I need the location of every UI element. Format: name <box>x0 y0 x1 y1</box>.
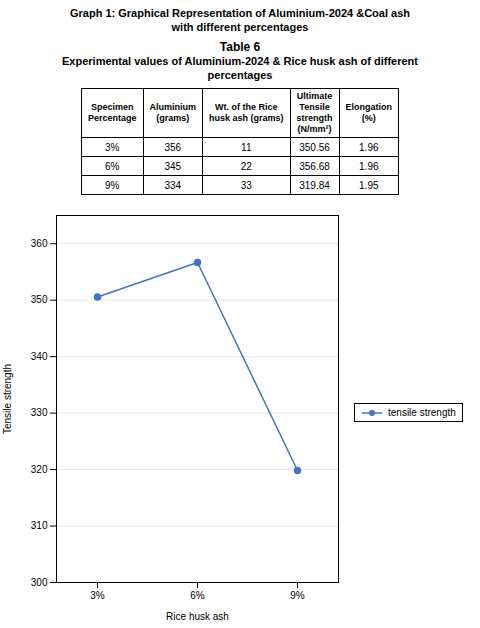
html-text:Experimental values of Alumini: Experimental values of Aluminium-2024 & … <box>62 55 418 67</box>
html-text:Aluminium (grams): Aluminium (grams) <box>149 102 196 123</box>
html-text:345: 345 <box>164 160 182 172</box>
svg-text:6%: 6% <box>190 590 205 601</box>
html-text:356: 356 <box>164 141 182 153</box>
svg-text:360: 360 <box>31 238 48 249</box>
svg-text:310: 310 <box>31 520 48 531</box>
html-text:11: 11 <box>241 141 252 153</box>
html-text:Graph 1: Graphical Representat: Graph 1: Graphical Representation of Alu… <box>70 7 410 19</box>
svg-text:320: 320 <box>31 464 48 475</box>
html-text:33: 33 <box>240 179 252 191</box>
svg-text:3%: 3% <box>90 590 105 601</box>
html-text:22: 22 <box>240 160 252 172</box>
html-text:319.84: 319.84 <box>299 179 330 191</box>
html-text:3%: 3% <box>105 141 120 153</box>
html-text:Specimen Percentage: Specimen Percentage <box>88 102 137 123</box>
html-text:1.96: 1.96 <box>359 141 379 153</box>
svg-text:Tensile strength: Tensile strength <box>2 364 13 434</box>
html-text:tensile strength: tensile strength <box>388 407 456 418</box>
svg-text:330: 330 <box>31 407 48 418</box>
svg-text:350: 350 <box>31 294 48 305</box>
html-text:334: 334 <box>164 179 182 191</box>
html-text:with different percentages: with different percentages <box>171 21 309 33</box>
html-text:6%: 6% <box>105 160 120 172</box>
html-text:9%: 9% <box>105 179 120 191</box>
html-text:1.96: 1.96 <box>359 160 379 172</box>
html-text:356.68: 356.68 <box>299 160 330 172</box>
svg-text:9%: 9% <box>290 590 305 601</box>
html-text:Wt. of the Rice husk ash (gram: Wt. of the Rice husk ash (grams) <box>209 102 284 123</box>
svg-text:300: 300 <box>31 577 48 588</box>
html-text:Table 6: Table 6 <box>219 40 261 54</box>
html-text:Ultimate Tensile strength (N/m: Ultimate Tensile strength (N/mm²) <box>296 91 333 134</box>
html-text:1.95: 1.95 <box>359 179 379 191</box>
svg-text:340: 340 <box>31 351 48 362</box>
html-text:percentages: percentages <box>207 69 273 81</box>
html-text:350.56: 350.56 <box>299 141 330 153</box>
svg-text:Rice husk ash: Rice husk ash <box>166 611 229 622</box>
html-text:Elongation (%): Elongation (%) <box>345 102 392 123</box>
